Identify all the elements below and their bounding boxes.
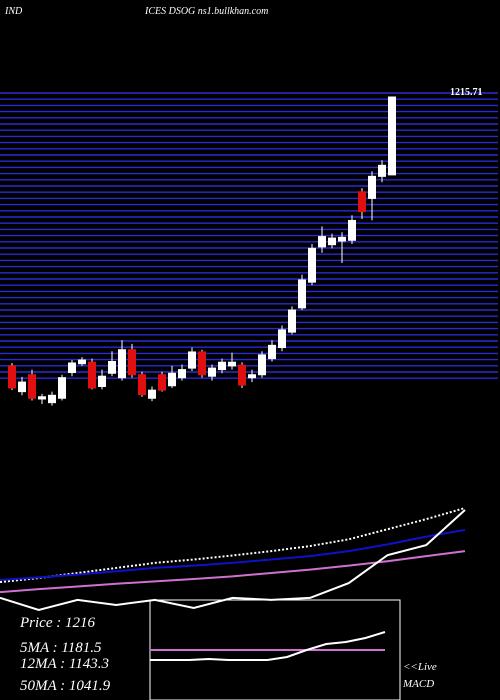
candle-body (118, 349, 126, 379)
indicator-line (150, 631, 386, 661)
candle-body (368, 175, 376, 199)
candle-body (148, 389, 156, 399)
candle-body (88, 361, 96, 389)
candle-body (18, 381, 26, 393)
candle-body (48, 394, 56, 404)
candle-body (268, 344, 276, 360)
header-left: IND (4, 6, 23, 17)
candle-body (338, 236, 346, 242)
info-price: Price : 1216 (19, 615, 95, 631)
candle-body (8, 365, 16, 389)
candle-body (288, 309, 296, 333)
candle-body (218, 361, 226, 371)
candle-body (38, 396, 46, 400)
candle-body (328, 237, 336, 246)
candle-body (128, 349, 136, 376)
candle-body (228, 361, 236, 367)
candle-body (258, 354, 266, 376)
candle-body (208, 367, 216, 377)
last-price-label: 1215.71 (450, 87, 483, 98)
candle-body (58, 377, 66, 399)
candle-body (348, 219, 356, 241)
candle-body (158, 374, 166, 391)
header-right: ICES DSOG ns1.bullkhan.com (144, 6, 268, 17)
indicator-line (0, 550, 466, 594)
candle-body (248, 374, 256, 379)
candle-body (298, 279, 306, 309)
candle-body (358, 191, 366, 213)
indicator-line (0, 528, 466, 582)
indicator-line (0, 507, 466, 584)
candle-body (278, 329, 286, 349)
candle-body (388, 96, 396, 176)
candle-body (198, 351, 206, 376)
candle-body (318, 236, 326, 248)
info-12ma: 12MA : 1143.3 (20, 656, 109, 672)
candle-body (28, 374, 36, 399)
price-lines (0, 92, 498, 379)
info-5ma: 5MA : 1181.5 (20, 640, 102, 656)
candle-body (68, 362, 76, 374)
candle-body (308, 247, 316, 283)
candle-body (168, 372, 176, 387)
candle-body (178, 369, 186, 379)
candle-body (78, 359, 86, 365)
macd-label: MACD (402, 678, 434, 690)
candle-body (138, 374, 146, 396)
candle-body (188, 351, 196, 369)
indicator-line (0, 509, 466, 612)
candle-body (378, 164, 386, 177)
info-50ma: 50MA : 1041.9 (20, 678, 111, 694)
live-label: <<Live (403, 661, 437, 673)
candle-body (238, 364, 246, 386)
candle-body (108, 361, 116, 374)
candle-body (98, 375, 106, 387)
